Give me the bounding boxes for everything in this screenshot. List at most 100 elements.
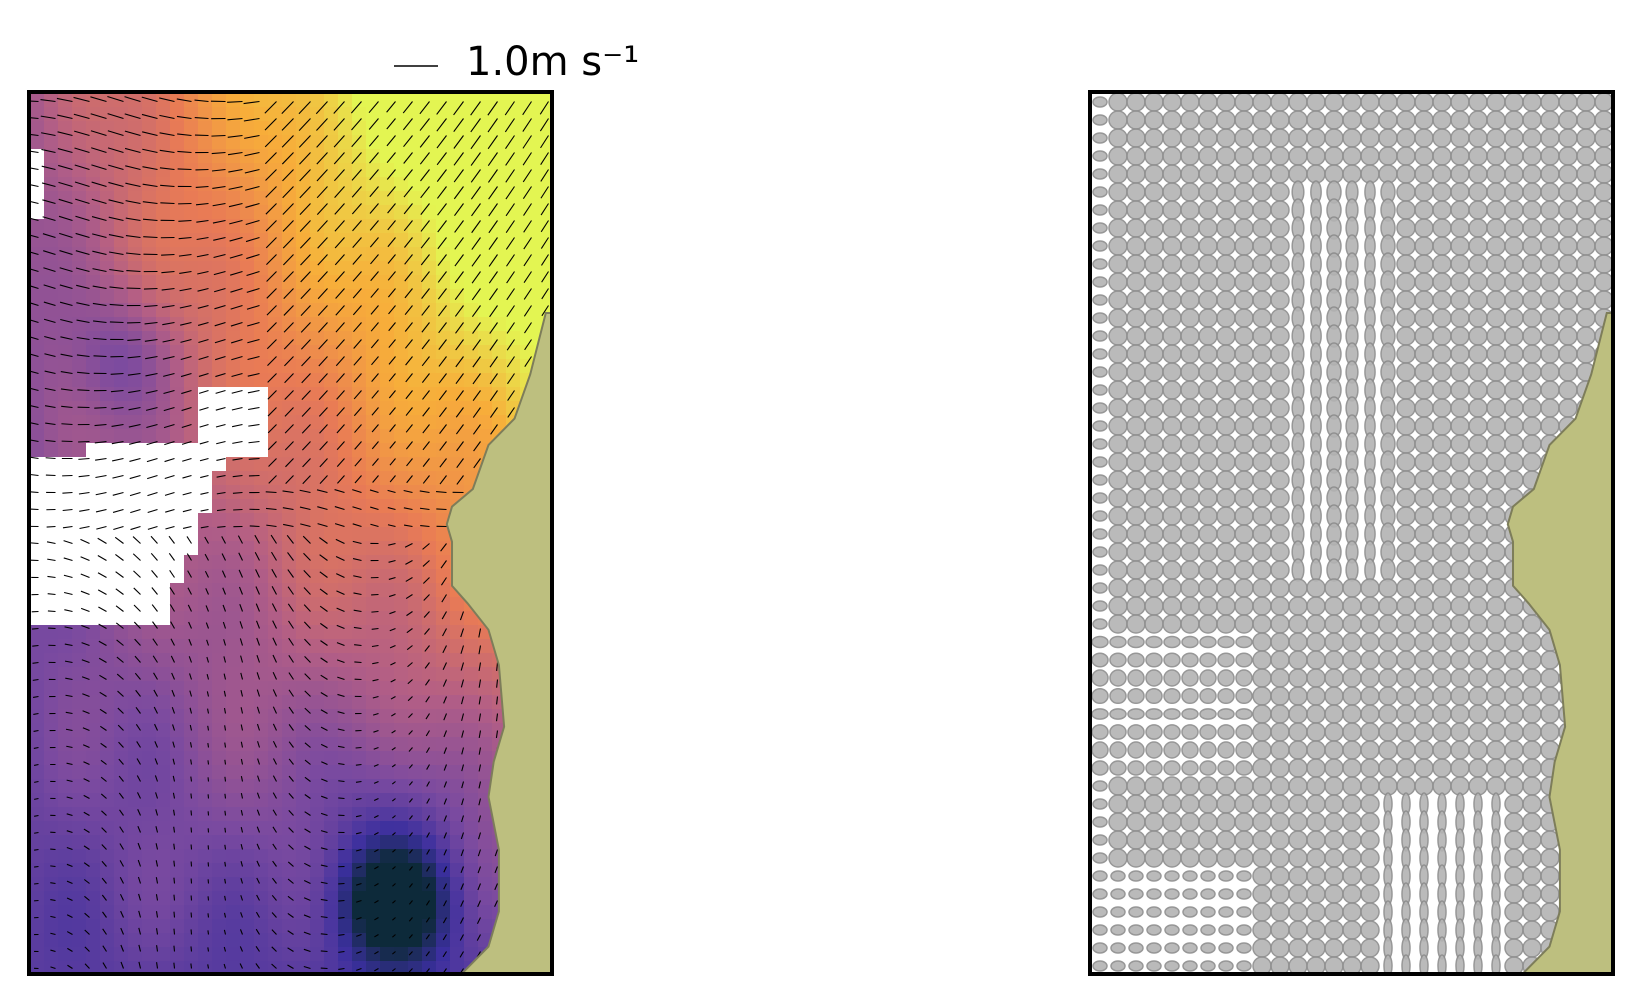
velocity-arrow [456,441,464,452]
ellipse [1396,578,1416,598]
velocity-arrow [443,832,448,839]
velocity-arrow [302,535,311,544]
field-cell [450,233,465,248]
velocity-arrow [336,458,345,467]
field-cell [310,877,325,892]
field-cell [30,261,45,276]
velocity-arrow [91,216,107,222]
field-cell [338,527,353,542]
ellipse [1108,596,1128,616]
field-cell [548,177,551,192]
field-cell [254,653,269,668]
ellipse [1252,758,1272,778]
velocity-arrow [285,475,294,485]
ellipse [1345,558,1359,582]
ellipse [1540,236,1560,256]
ellipse [1540,704,1560,724]
velocity-arrow [180,372,192,378]
velocity-arrow [130,508,141,514]
velocity-arrow [229,253,243,259]
ellipse [1162,506,1182,526]
velocity-arrow [265,203,277,215]
field-cell [142,163,157,178]
field-cell [100,93,115,108]
velocity-arrow [188,621,193,629]
velocity-arrow [334,523,345,528]
ellipse [1162,344,1182,364]
velocity-arrow [403,220,413,232]
field-cell [240,121,255,136]
field-cell [366,947,381,962]
field-cell [422,135,437,150]
field-cell [352,835,367,850]
velocity-arrow [436,169,447,182]
field-cell [282,135,297,150]
ellipse [1270,614,1290,634]
velocity-arrow [442,679,448,687]
field-cell [352,821,367,836]
field-cell [422,275,437,290]
ellipse [1432,488,1452,508]
field-cell [268,625,283,640]
ellipse [1450,236,1470,256]
field-cell [324,667,339,682]
field-cell [464,457,479,472]
field-cell [142,849,157,864]
field-cell [212,793,227,808]
velocity-arrow [83,794,90,799]
velocity-arrow [163,406,175,412]
field-cell [156,863,171,878]
ellipse [1144,524,1164,544]
velocity-arrow [317,288,328,300]
velocity-arrow [374,951,379,955]
velocity-arrow [522,101,532,116]
velocity-arrow [200,525,209,529]
velocity-arrow [320,898,328,902]
ellipse [1576,164,1596,184]
velocity-arrow [215,355,226,361]
ellipse [1180,452,1200,472]
velocity-arrow [145,389,158,394]
ellipse [1396,740,1416,760]
ellipse [1450,218,1470,238]
velocity-arrow [30,302,39,307]
field-cell [240,947,255,962]
field-cell [296,765,311,780]
velocity-arrow [338,950,345,953]
ellipse [1486,326,1506,346]
field-cell [450,93,465,108]
velocity-arrow [267,373,277,383]
field-cell [352,247,367,262]
field-cell [282,443,297,458]
field-cell [226,737,241,752]
field-cell [156,107,171,122]
ellipse [1396,272,1416,292]
velocity-arrow [164,457,175,463]
field-cell [184,191,199,206]
ellipse [1396,542,1416,562]
ellipse [1180,776,1200,796]
field-cell [254,737,269,752]
field-cell [534,247,549,262]
ellipse [1432,596,1452,616]
ellipse [1109,635,1127,649]
ellipse [1522,146,1542,166]
field-cell [170,863,185,878]
ellipse [1450,758,1470,778]
field-cell [506,247,521,262]
ellipse [1468,650,1488,670]
ellipse [1594,182,1612,202]
velocity-arrow [102,945,107,952]
velocity-arrow [405,424,413,433]
ellipse [1378,93,1398,112]
velocity-arrow [164,440,175,446]
velocity-arrow [303,587,311,595]
field-cell [394,457,409,472]
velocity-arrow [42,216,56,222]
ellipse [1504,830,1524,850]
velocity-arrow [303,914,311,919]
ellipse [1092,402,1108,414]
velocity-arrow [272,723,277,731]
field-cell [464,779,479,794]
ellipse [1364,558,1376,582]
